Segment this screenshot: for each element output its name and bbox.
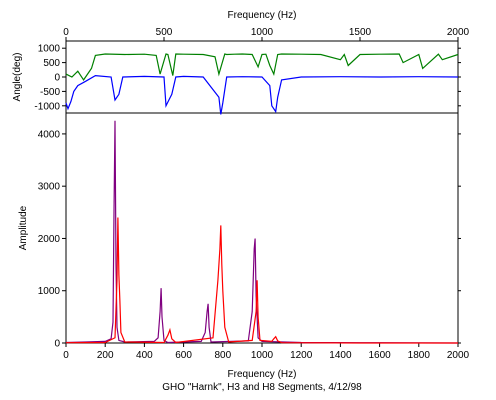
chart-caption: GHO "Harnk", H3 and H8 Segments, 4/12/98 bbox=[162, 382, 362, 393]
amplitude-y-tick-label: 0 bbox=[54, 339, 60, 350]
phase-x-tick-label: 500 bbox=[156, 27, 173, 38]
amplitude-y-tick-label: 2000 bbox=[38, 234, 61, 245]
phase-x-tick-label: 0 bbox=[63, 27, 69, 38]
amplitude-series-line-1 bbox=[65, 120, 459, 344]
amplitude-x-tick-label: 800 bbox=[214, 350, 231, 361]
phase-y-tick-label: -500 bbox=[40, 87, 60, 98]
amplitude-x-tick-label: 2000 bbox=[447, 350, 470, 361]
phase-x-tick-label: 1000 bbox=[251, 27, 274, 38]
amplitude-x-tick-label: 1400 bbox=[329, 350, 352, 361]
amplitude-x-tick-label: 0 bbox=[63, 350, 69, 361]
phase-y-tick-label: 0 bbox=[54, 73, 60, 84]
phase-y-tick-label: -1000 bbox=[34, 101, 60, 112]
top-x-axis-label: Frequency (Hz) bbox=[228, 10, 297, 21]
amplitude-x-tick-label: 600 bbox=[175, 350, 192, 361]
amplitude-x-tick-label: 1800 bbox=[408, 350, 431, 361]
amplitude-x-tick-label: 400 bbox=[136, 350, 153, 361]
amplitude-x-tick-label: 200 bbox=[97, 350, 114, 361]
amplitude-y-tick-label: 4000 bbox=[38, 129, 61, 140]
phase-y-tick-label: 1000 bbox=[38, 44, 61, 55]
phase-series-line-1 bbox=[65, 53, 459, 81]
bottom-x-axis-label: Frequency (Hz) bbox=[228, 369, 297, 380]
amplitude-y-tick-label: 3000 bbox=[38, 182, 61, 193]
amplitude-y-axis-label: Amplitude bbox=[18, 205, 29, 250]
amplitude-x-tick-label: 1000 bbox=[251, 350, 274, 361]
phase-x-tick-label: 2000 bbox=[447, 27, 470, 38]
phase-x-tick-label: 1500 bbox=[349, 27, 372, 38]
amplitude-series-line-2 bbox=[65, 217, 458, 344]
amplitude-x-tick-label: 1200 bbox=[290, 350, 313, 361]
phase-series-line-2 bbox=[65, 74, 459, 115]
phase-y-axis-label: Angle(deg) bbox=[12, 53, 23, 102]
amplitude-y-tick-label: 1000 bbox=[38, 286, 61, 297]
amplitude-plot-frame bbox=[65, 112, 459, 344]
phase-y-tick-label: 500 bbox=[43, 58, 60, 69]
amplitude-x-tick-label: 1600 bbox=[368, 350, 391, 361]
